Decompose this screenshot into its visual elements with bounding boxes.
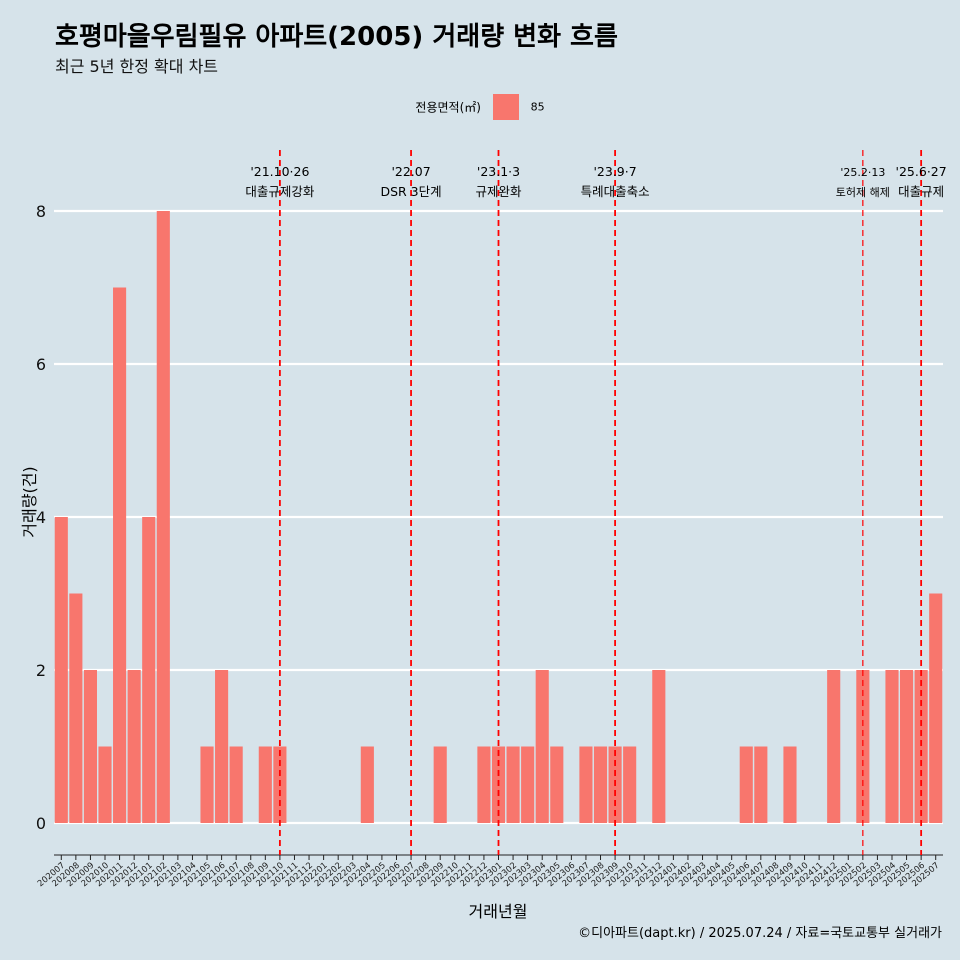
- bar: [900, 670, 914, 823]
- bar: [535, 670, 549, 823]
- event-date-label: '25.6·27: [896, 164, 947, 179]
- bar: [885, 670, 899, 823]
- bar: [739, 746, 753, 823]
- bar: [229, 746, 243, 823]
- event-date-label: '25.2·13: [840, 166, 885, 179]
- source-caption: ©디아파트(dapt.kr) / 2025.07.24 / 자료=국토교통부 실…: [578, 926, 942, 941]
- bar: [69, 593, 83, 823]
- event-date-label: '22.07: [391, 164, 430, 179]
- event-name-label: 토허제 해제: [836, 185, 890, 199]
- event-name-label: 대출규제: [898, 184, 944, 199]
- event-name-label: DSR 3단계: [380, 184, 441, 199]
- event-date-label: '21.10·26: [250, 164, 309, 179]
- bar: [98, 746, 112, 823]
- y-tick-label: 2: [36, 661, 46, 680]
- bar: [156, 211, 170, 823]
- legend: 전용면적(㎡) 85: [0, 94, 960, 120]
- bar: [856, 670, 870, 823]
- event-name-label: 규제완화: [475, 184, 522, 199]
- bar: [433, 746, 447, 823]
- bar: [506, 746, 520, 823]
- bar: [360, 746, 374, 823]
- bar: [652, 670, 666, 823]
- bar: [579, 746, 593, 823]
- chart-subtitle: 최근 5년 한정 확대 차트: [55, 57, 219, 76]
- bar: [83, 670, 97, 823]
- bar: [929, 593, 943, 823]
- y-tick-label: 4: [36, 508, 46, 527]
- chart-title: 호평마을우림필유 아파트(2005) 거래량 변화 흐름: [55, 22, 618, 52]
- event-name-label: 특례대출축소: [581, 184, 650, 199]
- legend-label: 85: [530, 100, 545, 114]
- bar: [200, 746, 214, 823]
- event-date-label: '23.1·3: [477, 164, 520, 179]
- y-tick-label: 6: [36, 355, 46, 374]
- bar: [142, 517, 156, 823]
- y-tick-label: 8: [36, 202, 46, 221]
- bar: [113, 287, 127, 823]
- bar: [477, 746, 491, 823]
- x-axis-label: 거래년월: [468, 902, 528, 921]
- event-name-label: 대출규제강화: [245, 184, 315, 199]
- y-axis-label: 거래량(건): [20, 466, 39, 538]
- bar: [54, 517, 68, 823]
- bar: [827, 670, 841, 823]
- bar: [127, 670, 141, 823]
- bar: [623, 746, 637, 823]
- legend-key-swatch: [492, 94, 519, 120]
- bar: [783, 746, 797, 823]
- bar: [215, 670, 229, 823]
- bar: [521, 746, 535, 823]
- bar: [550, 746, 564, 823]
- bar: [258, 746, 272, 823]
- y-tick-label: 0: [36, 814, 46, 833]
- legend-title: 전용면적(㎡): [415, 100, 481, 115]
- bar: [914, 670, 928, 823]
- bar: [754, 746, 768, 823]
- event-date-label: '23.9·7: [593, 164, 636, 179]
- bar: [593, 746, 608, 823]
